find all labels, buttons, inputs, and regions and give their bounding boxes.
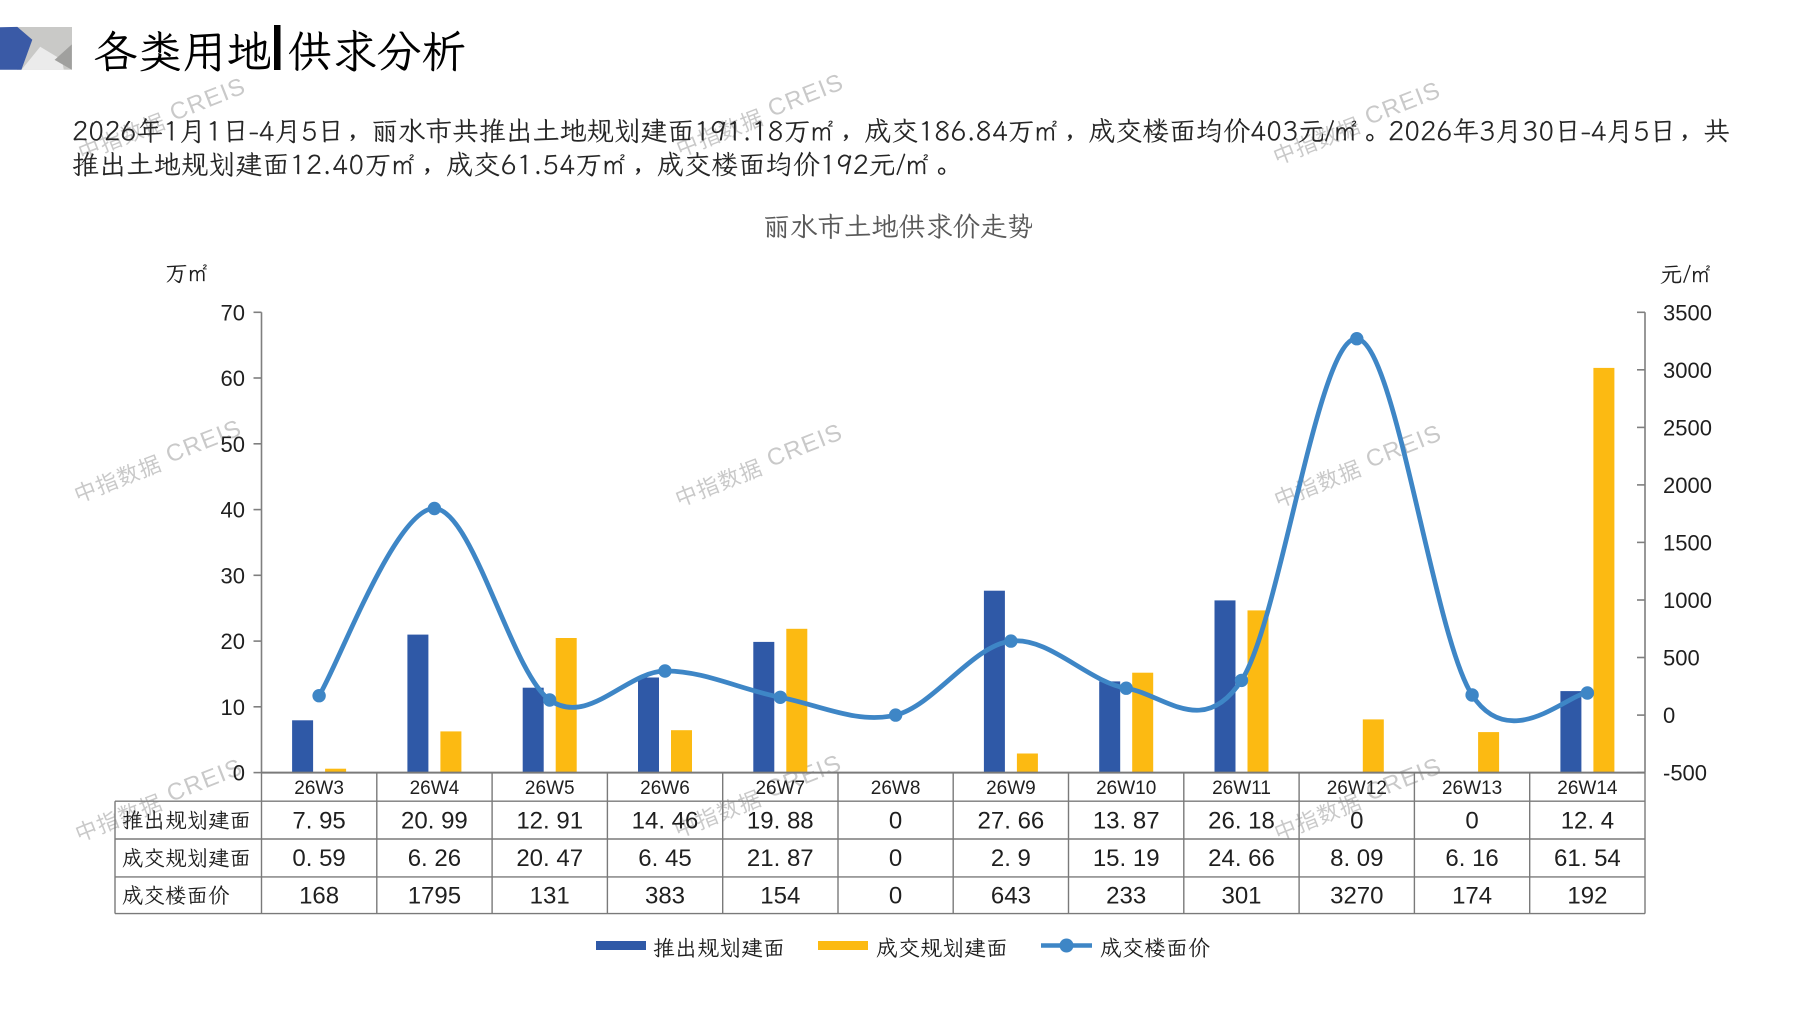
svg-text:3000: 3000 [1663, 358, 1712, 383]
svg-text:0. 59: 0. 59 [292, 845, 345, 872]
svg-text:154: 154 [760, 883, 800, 910]
svg-text:26W8: 26W8 [871, 778, 921, 799]
svg-text:6. 45: 6. 45 [638, 845, 691, 872]
svg-text:60: 60 [221, 366, 245, 391]
svg-text:174: 174 [1452, 883, 1492, 910]
svg-text:0: 0 [1350, 807, 1363, 834]
svg-text:40: 40 [221, 498, 245, 523]
svg-text:0: 0 [1663, 703, 1675, 728]
svg-text:2500: 2500 [1663, 415, 1712, 440]
svg-text:-500: -500 [1663, 761, 1707, 786]
svg-text:30: 30 [221, 563, 245, 588]
svg-text:20: 20 [221, 629, 245, 654]
svg-text:12. 91: 12. 91 [516, 807, 583, 834]
svg-text:6. 26: 6. 26 [408, 845, 461, 872]
svg-text:233: 233 [1106, 883, 1146, 910]
svg-text:131: 131 [530, 883, 570, 910]
svg-text:643: 643 [991, 883, 1031, 910]
svg-text:168: 168 [299, 883, 339, 910]
svg-text:70: 70 [221, 300, 245, 325]
svg-text:12. 4: 12. 4 [1561, 807, 1614, 834]
svg-text:26W10: 26W10 [1096, 778, 1156, 799]
svg-text:8. 09: 8. 09 [1330, 845, 1383, 872]
svg-text:0: 0 [889, 807, 902, 834]
svg-text:301: 301 [1221, 883, 1261, 910]
svg-text:26W6: 26W6 [640, 778, 690, 799]
svg-text:24. 66: 24. 66 [1208, 845, 1275, 872]
svg-text:14. 46: 14. 46 [632, 807, 699, 834]
svg-text:20. 47: 20. 47 [516, 845, 583, 872]
svg-text:26W4: 26W4 [410, 778, 460, 799]
svg-text:61. 54: 61. 54 [1554, 845, 1621, 872]
svg-text:26W5: 26W5 [525, 778, 575, 799]
svg-text:0: 0 [233, 761, 245, 786]
svg-text:0: 0 [889, 883, 902, 910]
svg-text:20. 99: 20. 99 [401, 807, 468, 834]
svg-text:0: 0 [1465, 807, 1478, 834]
svg-text:26W14: 26W14 [1557, 778, 1618, 799]
svg-text:1000: 1000 [1663, 588, 1712, 613]
svg-text:6. 16: 6. 16 [1445, 845, 1498, 872]
svg-text:500: 500 [1663, 646, 1700, 671]
svg-text:13. 87: 13. 87 [1093, 807, 1160, 834]
svg-text:7. 95: 7. 95 [292, 807, 345, 834]
svg-text:21. 87: 21. 87 [747, 845, 814, 872]
svg-text:26. 18: 26. 18 [1208, 807, 1275, 834]
svg-text:2. 9: 2. 9 [991, 845, 1031, 872]
svg-text:26W11: 26W11 [1212, 778, 1271, 799]
svg-text:26W3: 26W3 [294, 778, 344, 799]
svg-text:3270: 3270 [1330, 883, 1383, 910]
svg-text:26W9: 26W9 [986, 778, 1036, 799]
svg-text:0: 0 [889, 845, 902, 872]
svg-text:19. 88: 19. 88 [747, 807, 814, 834]
svg-text:26W13: 26W13 [1442, 778, 1502, 799]
svg-text:26W12: 26W12 [1327, 778, 1387, 799]
svg-text:192: 192 [1567, 883, 1607, 910]
svg-text:50: 50 [221, 432, 245, 457]
svg-text:383: 383 [645, 883, 685, 910]
svg-text:2000: 2000 [1663, 473, 1712, 498]
svg-text:10: 10 [221, 695, 245, 720]
svg-text:15. 19: 15. 19 [1093, 845, 1160, 872]
svg-text:1500: 1500 [1663, 530, 1712, 555]
svg-text:27. 66: 27. 66 [978, 807, 1045, 834]
svg-text:26W7: 26W7 [755, 778, 805, 799]
svg-text:1795: 1795 [408, 883, 461, 910]
svg-text:3500: 3500 [1663, 300, 1712, 325]
